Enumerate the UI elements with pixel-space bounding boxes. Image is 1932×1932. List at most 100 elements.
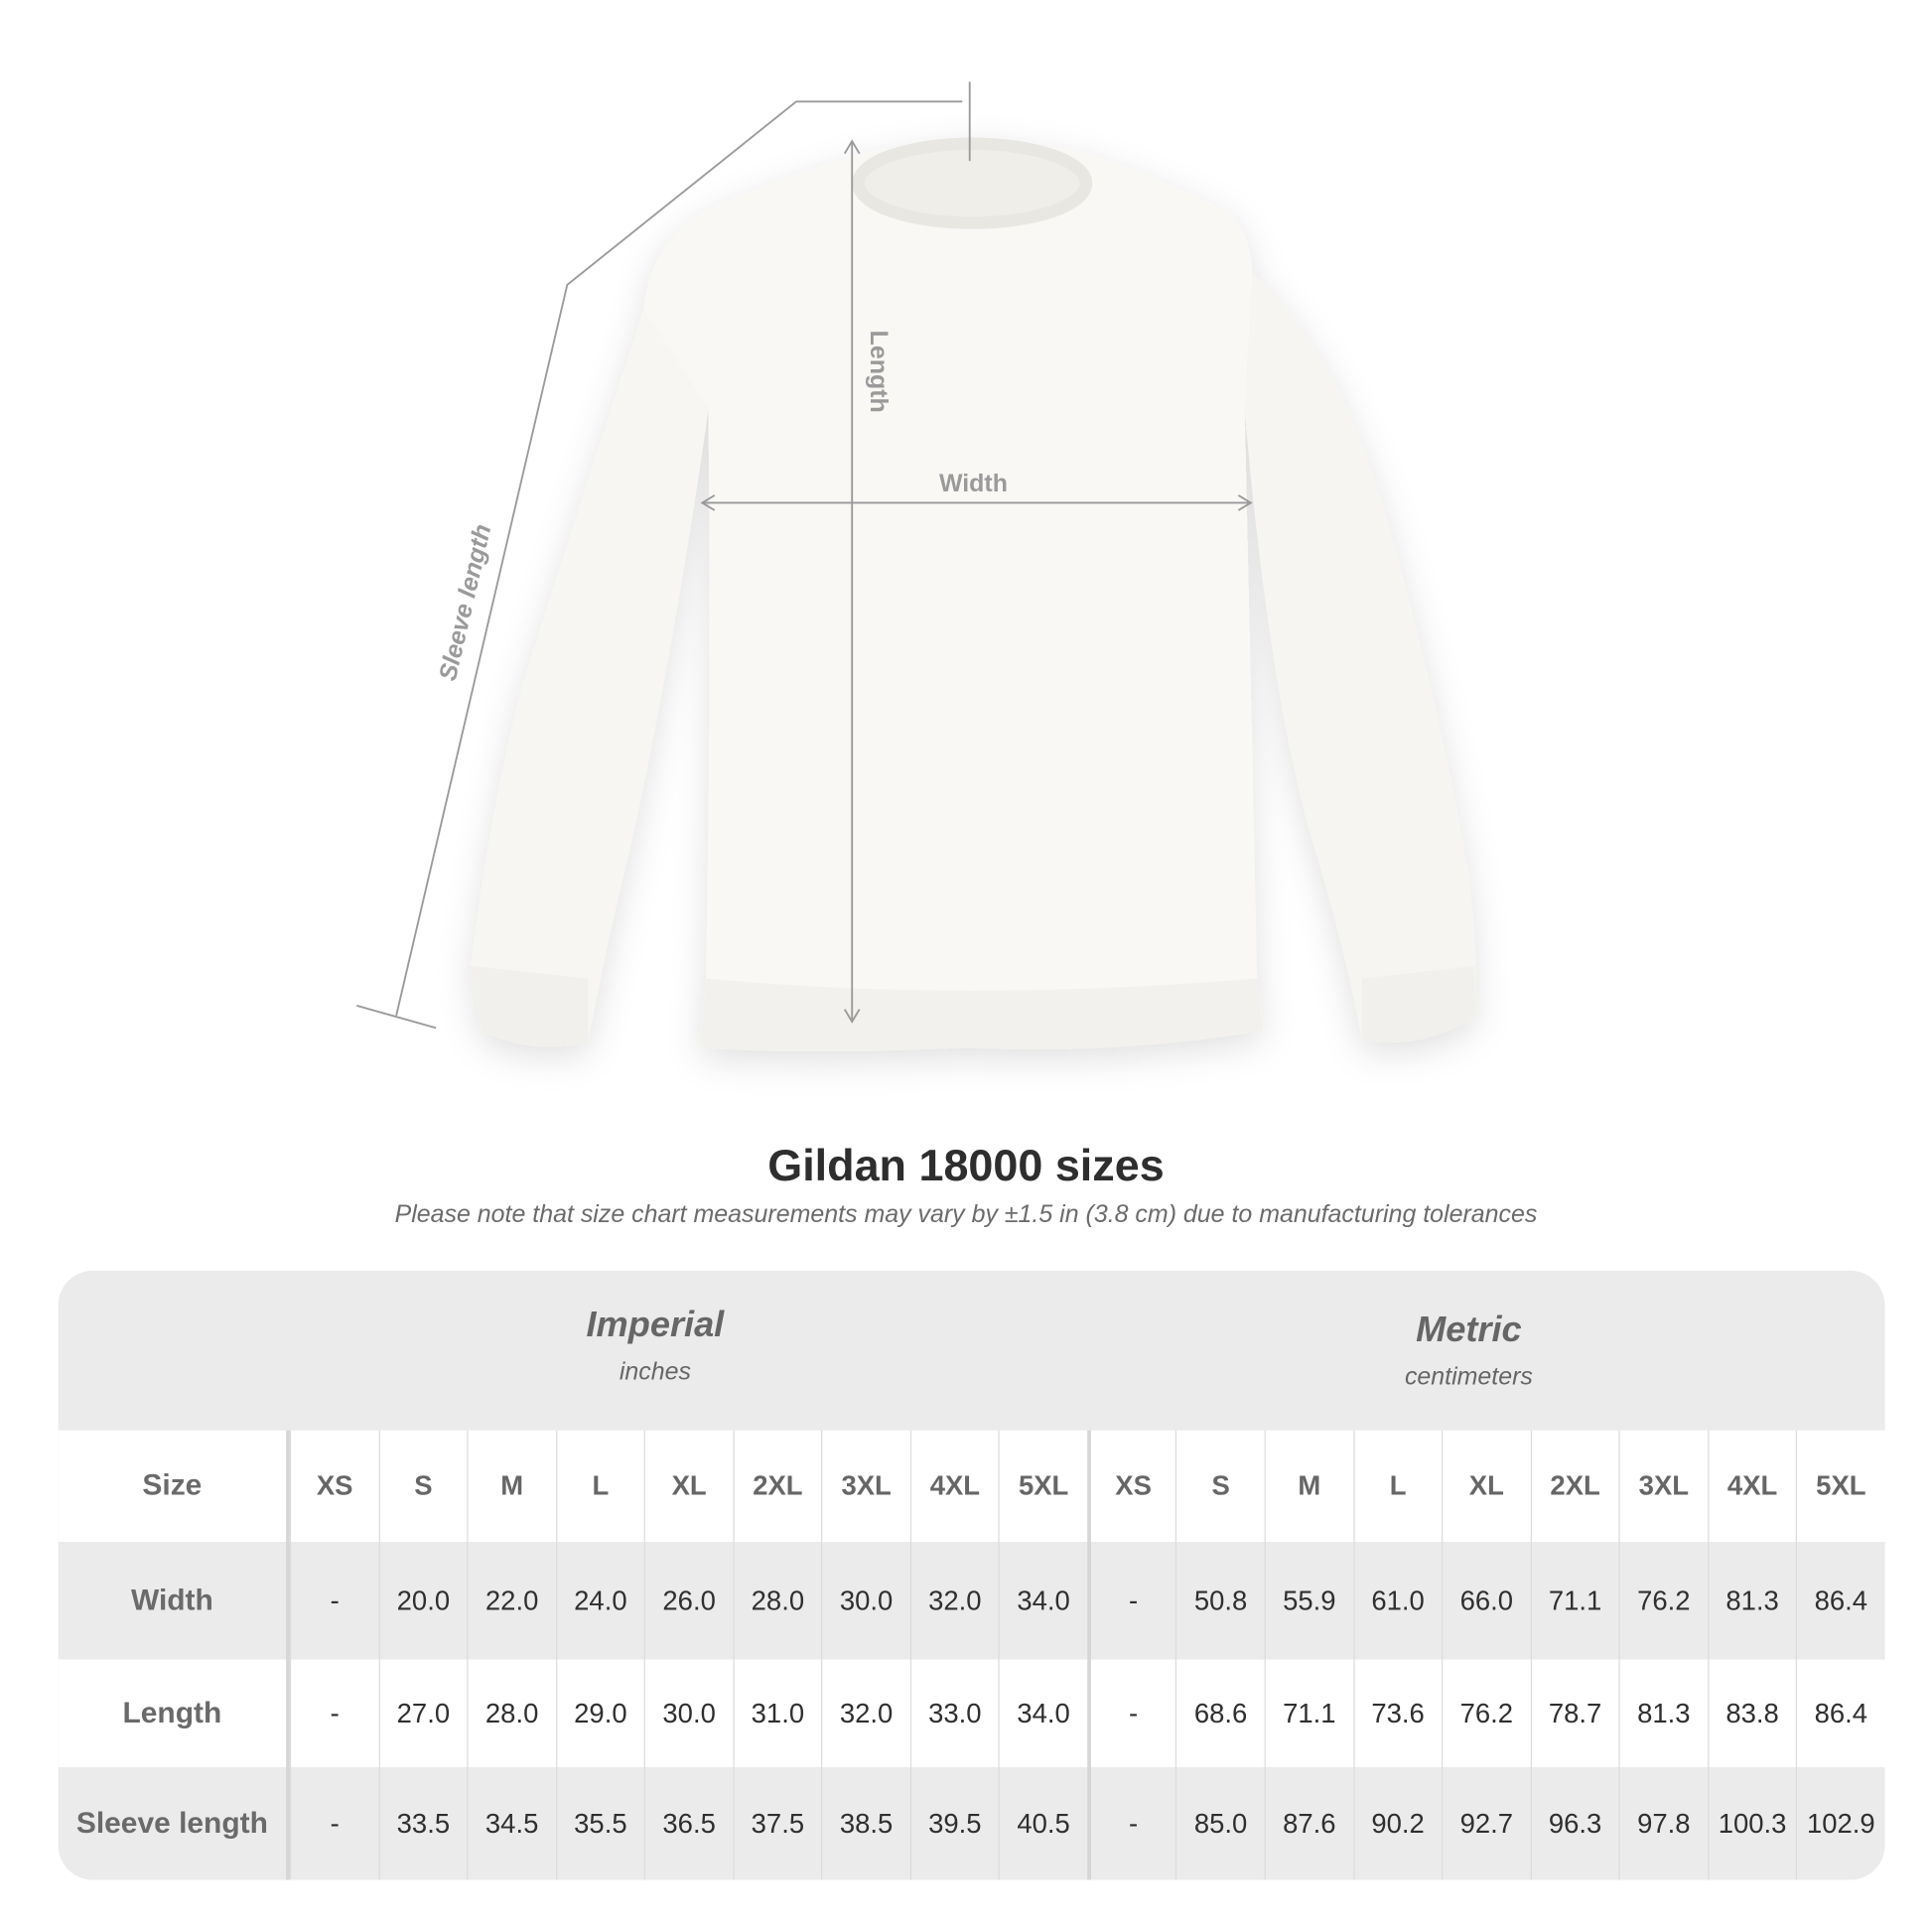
metric-value-cell: 78.7: [1530, 1659, 1618, 1768]
metric-value-cell: 81.3: [1707, 1542, 1796, 1660]
metric-size-header: XS: [1087, 1430, 1175, 1543]
metric-title: Metric: [1416, 1310, 1522, 1350]
imperial-value-cell: 28.0: [467, 1659, 555, 1768]
imperial-value-cell: 31.0: [733, 1659, 821, 1768]
imperial-title: Imperial: [586, 1305, 725, 1345]
metric-value-cell: 76.2: [1442, 1659, 1530, 1768]
metric-value-cell: 90.2: [1352, 1767, 1442, 1880]
metric-unit: centimeters: [1404, 1363, 1533, 1391]
metric-value-cell: -: [1087, 1542, 1175, 1660]
imperial-value-cell: 26.0: [643, 1542, 733, 1660]
sleeve-line: [395, 100, 963, 1017]
length-label: Length: [865, 331, 893, 413]
imperial-size-header: 3XL: [821, 1430, 909, 1543]
table-row: Width -20.0 22.0 24.0 26.0 28.0 30.0 32.0 34.0-5…: [59, 1542, 1885, 1660]
imperial-value-cell: 36.5: [643, 1767, 733, 1880]
imperial-size-header: 4XL: [909, 1430, 999, 1543]
metric-value-cell: 66.0: [1442, 1542, 1530, 1660]
imperial-value-cell: 28.0: [733, 1542, 821, 1660]
imperial-value-cell: 22.0: [467, 1542, 555, 1660]
metric-value-cell: 87.6: [1264, 1767, 1353, 1880]
metric-value-cell: 71.1: [1264, 1659, 1353, 1768]
table-row: Length -27.0 28.0 29.0 30.0 31.0 32.0 33.0 34.0-…: [58, 1659, 1885, 1768]
measure-lines: [355, 81, 1253, 1030]
imperial-value-cell: 33.5: [378, 1767, 467, 1880]
metric-value-cell: 100.3: [1707, 1767, 1796, 1880]
imperial-value-cell: 40.5: [998, 1767, 1087, 1880]
metric-value-cell: 76.2: [1618, 1542, 1708, 1660]
imperial-value-cell: 37.5: [733, 1767, 821, 1880]
metric-value-cell: 55.9: [1264, 1542, 1353, 1660]
metric-size-header: 3XL: [1618, 1430, 1708, 1543]
metric-header: Metric centimeters: [1070, 1276, 1867, 1392]
width-label: Width: [939, 470, 1008, 497]
imperial-value-cell: -: [289, 1659, 378, 1768]
metric-size-header: 4XL: [1707, 1430, 1796, 1543]
imperial-value-cell: 34.5: [467, 1767, 555, 1880]
imperial-value-cell: 38.5: [821, 1767, 909, 1880]
imperial-size-header: L: [555, 1430, 644, 1543]
metric-size-header: M: [1264, 1430, 1353, 1543]
imperial-value-cell: 27.0: [378, 1659, 467, 1768]
metric-value-cell: 71.1: [1530, 1542, 1618, 1660]
imperial-value-cell: 24.0: [555, 1542, 644, 1660]
row-label: Size: [59, 1430, 290, 1543]
row-label: Length: [59, 1659, 290, 1768]
imperial-size-header: S: [378, 1430, 467, 1543]
size-table: Imperial inches Metric centimeters Size X…: [58, 1270, 1885, 1880]
metric-value-cell: 86.4: [1796, 1542, 1884, 1660]
imperial-value-cell: 30.0: [643, 1659, 733, 1768]
imperial-value-cell: 34.0: [998, 1659, 1087, 1768]
metric-value-cell: 68.6: [1175, 1659, 1264, 1768]
imperial-size-header: M: [467, 1430, 555, 1543]
imperial-value-cell: 30.0: [821, 1542, 909, 1660]
metric-value-cell: 81.3: [1618, 1659, 1708, 1768]
sweatshirt-diagram: Length Width Sleeve length: [355, 81, 1476, 1052]
sweatshirt-image: [471, 137, 1476, 1052]
metric-value-cell: 102.9: [1796, 1767, 1884, 1880]
imperial-value-cell: 32.0: [909, 1542, 999, 1660]
metric-size-header: 2XL: [1530, 1430, 1618, 1543]
imperial-value-cell: 20.0: [378, 1542, 467, 1660]
size-header-row: Size XS S M L XL 2XL 3XL 4XL 5XL XS S M L XL 2XL 3XL 4XL 5…: [58, 1430, 1885, 1543]
row-label: Sleeve length: [59, 1767, 290, 1880]
width-arrows: [700, 494, 1253, 511]
imperial-size-header: 2XL: [733, 1430, 821, 1543]
imperial-value-cell: 35.5: [555, 1767, 644, 1880]
imperial-value-cell: 33.0: [909, 1659, 999, 1768]
metric-value-cell: 73.6: [1352, 1659, 1442, 1768]
sleeve-length-label: Sleeve length: [434, 521, 496, 683]
imperial-value-cell: 34.0: [998, 1542, 1087, 1660]
metric-value-cell: 97.8: [1618, 1767, 1708, 1880]
imperial-value-cell: -: [289, 1767, 378, 1880]
imperial-value-cell: -: [289, 1542, 378, 1660]
metric-value-cell: 85.0: [1175, 1767, 1264, 1880]
length-arrows: [843, 139, 861, 1024]
imperial-value-cell: 29.0: [555, 1659, 644, 1768]
row-label: Width: [59, 1542, 290, 1660]
metric-value-cell: 83.8: [1707, 1659, 1796, 1768]
page-title: Gildan 18000 sizes: [767, 1139, 1165, 1190]
imperial-unit: inches: [619, 1358, 691, 1386]
table-row: Sleeve length -33.5 34.5 35.5 36.5 37.5 38.5 39…: [59, 1767, 1885, 1880]
metric-value-cell: 96.3: [1530, 1767, 1618, 1880]
metric-value-cell: 92.7: [1442, 1767, 1530, 1880]
imperial-header: Imperial inches: [256, 1271, 1053, 1387]
metric-value-cell: 50.8: [1175, 1542, 1264, 1660]
imperial-value-cell: 32.0: [821, 1659, 909, 1768]
metric-value-cell: -: [1087, 1659, 1175, 1768]
metric-size-header: 5XL: [1796, 1430, 1884, 1543]
imperial-size-header: 5XL: [998, 1430, 1087, 1543]
metric-size-header: XL: [1442, 1430, 1530, 1543]
metric-size-header: S: [1175, 1430, 1264, 1543]
imperial-value-cell: 39.5: [909, 1767, 999, 1880]
metric-size-header: L: [1352, 1430, 1442, 1543]
sleeve-bottom-tick: [355, 1004, 437, 1030]
metric-value-cell: -: [1087, 1767, 1175, 1880]
metric-value-cell: 61.0: [1352, 1542, 1442, 1660]
tolerance-note: Please note that size chart measurements…: [394, 1200, 1538, 1229]
imperial-size-header: XS: [289, 1430, 378, 1543]
metric-value-cell: 86.4: [1796, 1659, 1884, 1768]
imperial-size-header: XL: [643, 1430, 733, 1543]
